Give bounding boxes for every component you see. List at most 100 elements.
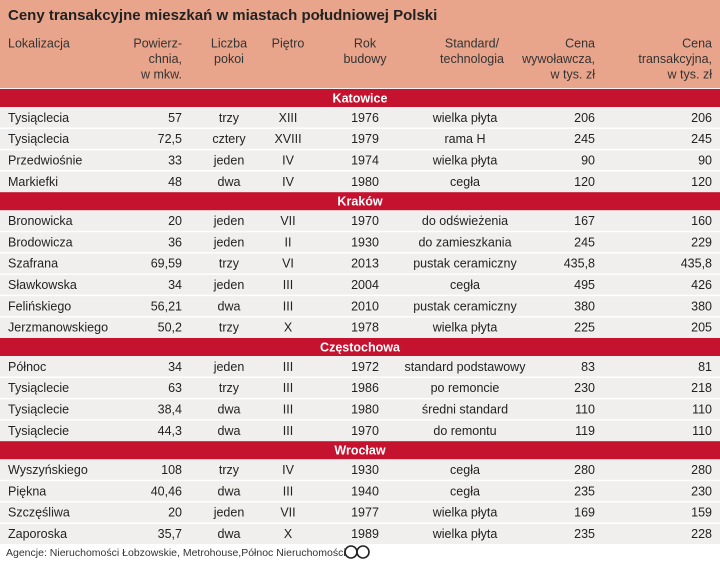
cell: 230	[574, 381, 595, 395]
section-band	[0, 338, 720, 356]
cell: 206	[574, 111, 595, 125]
cell: 2010	[351, 299, 379, 313]
cell: dwa	[218, 175, 241, 189]
cell: VII	[280, 214, 295, 228]
cell: 2004	[351, 278, 379, 292]
cell: 380	[574, 299, 595, 313]
cell: VII	[280, 506, 295, 520]
cell: 36	[168, 235, 182, 249]
cell: 110	[575, 403, 595, 417]
footer: Agencje: Nieruchomości Łobzowskie, Metro…	[6, 547, 346, 559]
cell: III	[283, 424, 293, 438]
cell: standard podstawowy	[405, 360, 527, 374]
section-name: Wrocław	[334, 443, 385, 457]
cell: Szczęśliwa	[8, 506, 70, 520]
cell: do zamieszkania	[418, 235, 511, 249]
cell: 35,7	[158, 527, 182, 541]
cell: Zaporoska	[8, 527, 67, 541]
cell: 2013	[351, 257, 379, 271]
cell: 108	[161, 463, 182, 477]
cell: 1978	[351, 321, 379, 335]
column-header: Piętro	[272, 36, 305, 50]
cell: Brodowicza	[8, 235, 73, 249]
cell: 426	[691, 278, 712, 292]
cell: pustak ceramiczny	[413, 299, 517, 313]
cell: III	[283, 299, 293, 313]
cell: 90	[581, 154, 595, 168]
cell: 63	[168, 381, 182, 395]
cell: 50,2	[158, 321, 182, 335]
header-band	[0, 0, 720, 88]
cell: trzy	[219, 463, 240, 477]
cell: jeden	[213, 214, 245, 228]
cell: Piękna	[8, 484, 46, 498]
cell: po remoncie	[431, 381, 500, 395]
cell: II	[285, 235, 292, 249]
cell: cztery	[212, 132, 246, 146]
cell: 38,4	[158, 403, 182, 417]
section-band	[0, 192, 720, 211]
cell: dwa	[218, 484, 241, 498]
cell: cegła	[450, 484, 480, 498]
cell: średni standard	[422, 403, 508, 417]
cell: 235	[574, 527, 595, 541]
cell: IV	[282, 154, 294, 168]
cell: 1972	[351, 360, 379, 374]
cell: 1976	[351, 111, 379, 125]
cell: wielka płyta	[432, 506, 498, 520]
column-header: technologia	[440, 52, 504, 66]
column-header: w mkw.	[140, 67, 182, 81]
cell: X	[284, 321, 293, 335]
cell: VI	[282, 257, 294, 271]
cell: 225	[574, 321, 595, 335]
cell: pustak ceramiczny	[413, 257, 517, 271]
cell: 110	[692, 424, 712, 438]
cell: 218	[691, 381, 712, 395]
cell: XVIII	[274, 132, 301, 146]
cell: 40,46	[151, 484, 182, 498]
column-header: Standard/	[445, 36, 500, 50]
cell: 1989	[351, 527, 379, 541]
cell: rama H	[445, 132, 486, 146]
cell: trzy	[219, 381, 240, 395]
cell: 81	[698, 360, 712, 374]
cell: Markiefki	[8, 175, 58, 189]
cell: Bronowicka	[8, 214, 73, 228]
column-header: Powierz-	[133, 36, 182, 50]
column-header: Cena	[565, 36, 595, 50]
column-header: budowy	[343, 52, 387, 66]
cell: 280	[574, 463, 595, 477]
cell: trzy	[219, 321, 240, 335]
cell: cegła	[450, 278, 480, 292]
cell: 34	[168, 360, 182, 374]
cell: Tysiąclecia	[8, 132, 69, 146]
cell: 206	[691, 111, 712, 125]
cell: do remontu	[433, 424, 496, 438]
cell: cegła	[450, 463, 480, 477]
cell: Szafrana	[8, 257, 58, 271]
cell: Przedwiośnie	[8, 154, 82, 168]
cell: jeden	[213, 278, 245, 292]
cell: 435,8	[564, 257, 595, 271]
cell: wielka płyta	[432, 527, 498, 541]
cell: 33	[168, 154, 182, 168]
cell: 380	[691, 299, 712, 313]
cell: Tysiąclecie	[8, 424, 69, 438]
cell: 48	[168, 175, 182, 189]
cell: 20	[168, 214, 182, 228]
cell: wielka płyta	[432, 111, 498, 125]
cell: 44,3	[158, 424, 182, 438]
cell: Jerzmanowskiego	[8, 321, 108, 335]
cell: 34	[168, 278, 182, 292]
section-band	[0, 89, 720, 107]
cell: 1986	[351, 381, 379, 395]
cell: 230	[691, 484, 712, 498]
cell: 1974	[351, 154, 379, 168]
cell: jeden	[213, 360, 245, 374]
cell: X	[284, 527, 293, 541]
cell: 1970	[351, 424, 379, 438]
cell: wielka płyta	[432, 321, 498, 335]
cell: 1930	[351, 235, 379, 249]
cell: dwa	[218, 527, 241, 541]
cell: dwa	[218, 424, 241, 438]
